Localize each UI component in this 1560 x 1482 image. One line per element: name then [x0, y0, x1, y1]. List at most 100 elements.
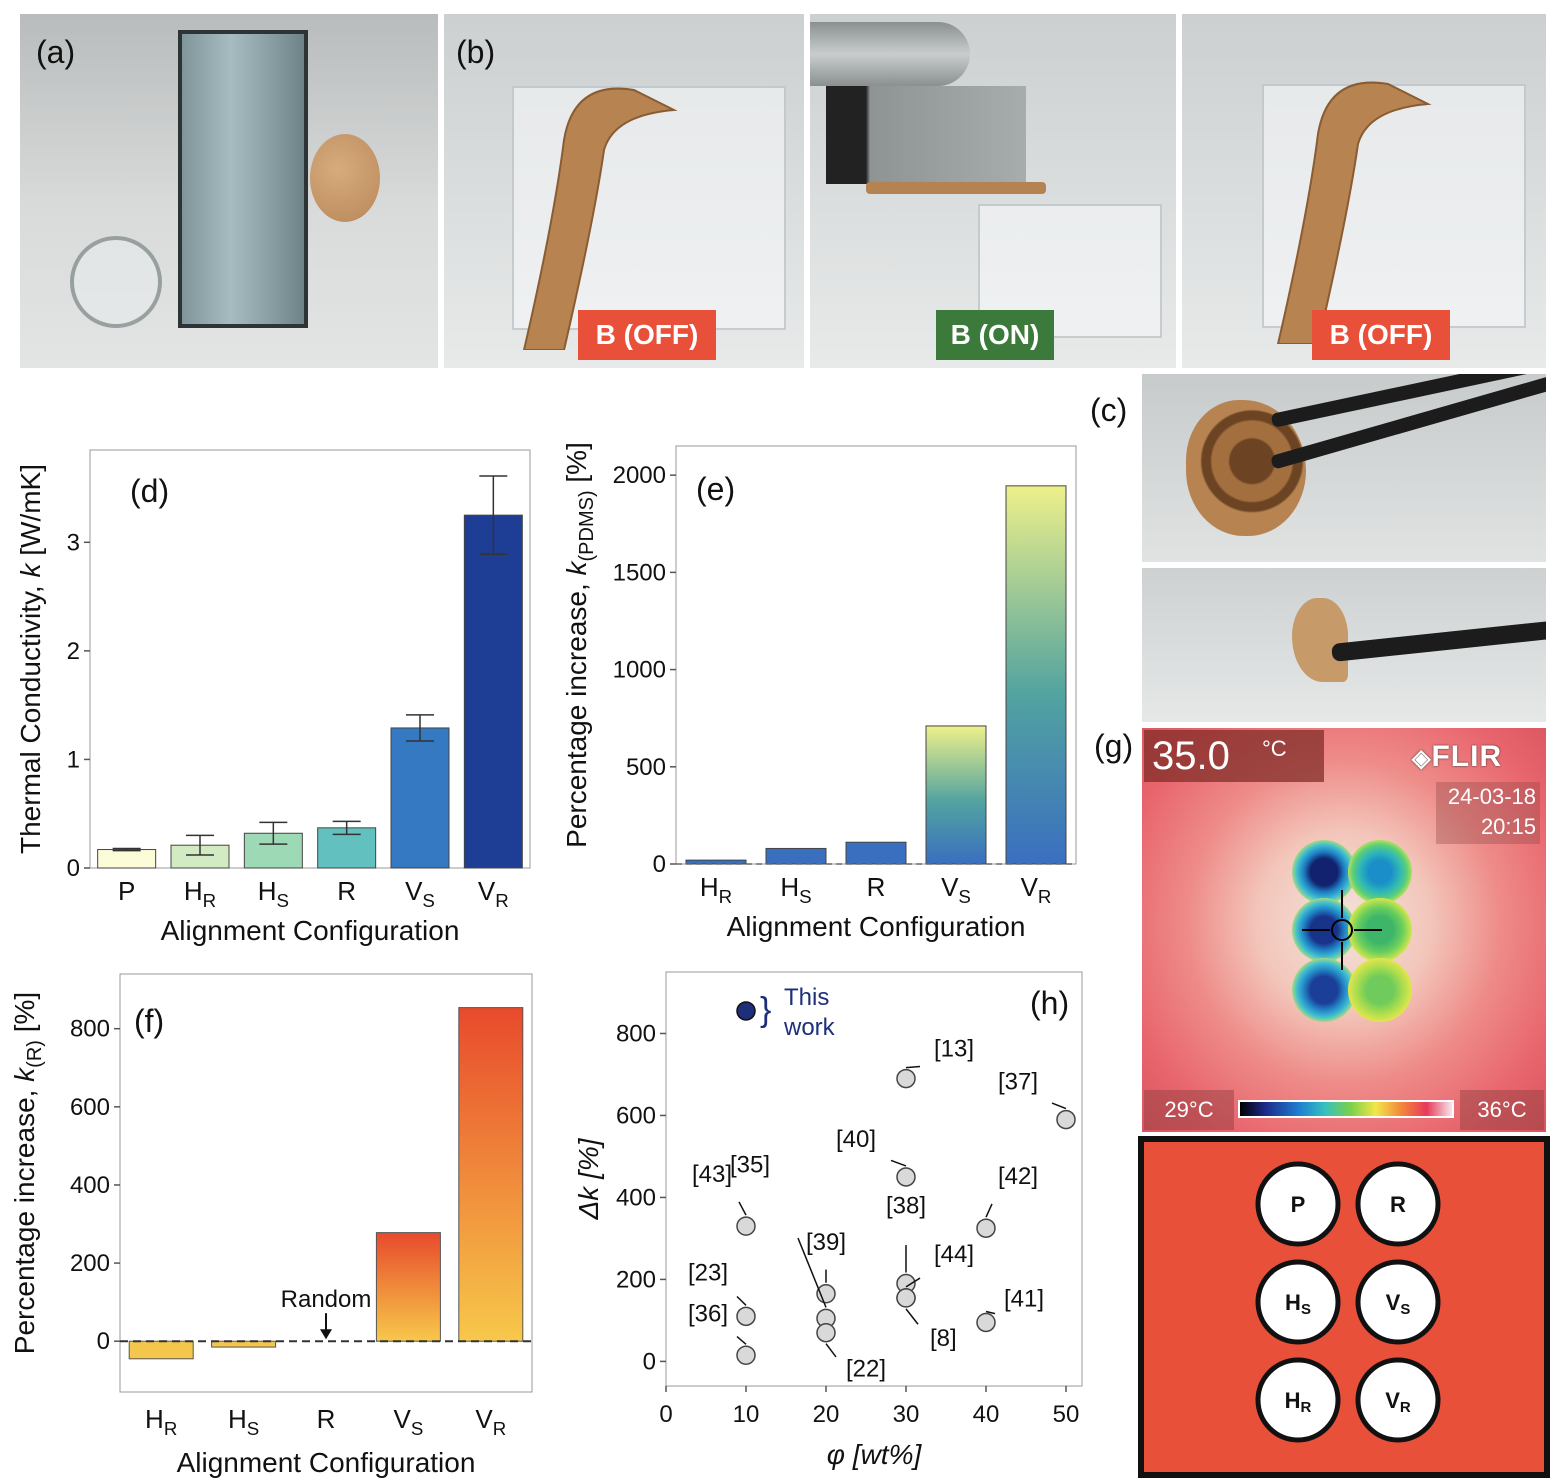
- y-axis-tick-label: 0: [653, 851, 666, 878]
- x-tick-label-1: HS: [780, 872, 811, 907]
- leader-line-8: [736, 1295, 747, 1306]
- bar-0: [128, 1340, 194, 1360]
- panel-label-c: (c): [1090, 392, 1128, 428]
- scale-max-box: 36°C: [1460, 1090, 1544, 1130]
- thermal-spot-p: [1292, 840, 1356, 904]
- bar-5: [463, 514, 523, 869]
- y-axis-tick-label: 1000: [613, 657, 666, 684]
- leader-line-2: [890, 1159, 907, 1167]
- bar-4: [458, 1007, 524, 1342]
- photo-c-folded: [1142, 568, 1546, 722]
- thermal-spot-r: [1348, 840, 1412, 904]
- leader-line-7: [905, 1277, 921, 1288]
- x-axis-tick-label: 50: [1053, 1401, 1080, 1428]
- data-point-13: [896, 1288, 916, 1308]
- layout-cell-2: [1255, 1259, 1341, 1345]
- bar-4: [1005, 485, 1067, 865]
- panel-label-e: (e): [696, 471, 735, 507]
- timestamp-box: 24-03-18 20:15: [1436, 782, 1540, 844]
- photo-b-off-1: (b) B (OFF): [444, 14, 804, 368]
- point-label-2: [40]: [836, 1126, 876, 1153]
- bar-2: [845, 841, 907, 865]
- x-axis-tick-label: 30: [893, 1401, 920, 1428]
- leader-line-1: [1051, 1102, 1067, 1110]
- this-work-point: [736, 1001, 756, 1021]
- x-tick-label-0: HR: [700, 872, 732, 907]
- leader-line-0: [905, 1065, 921, 1069]
- x-tick-label-3: R: [337, 876, 356, 906]
- flir-diamond-icon: ◈: [1412, 745, 1432, 772]
- annotation-arrowhead: [320, 1329, 332, 1340]
- scale-min-box: 29°C: [1144, 1090, 1234, 1130]
- thermal-spot-hr: [1292, 958, 1356, 1022]
- x-tick-label-2: R: [867, 872, 886, 902]
- panel-label-b: (b): [456, 34, 496, 70]
- x-tick-label-4: VR: [1021, 872, 1052, 907]
- x-axis-label: Alignment Configuration: [161, 915, 460, 946]
- plot-frame: [89, 449, 531, 869]
- crosshair-icon: [1302, 890, 1382, 970]
- x-tick-label-4: VR: [475, 1404, 506, 1439]
- panel-label-g: (g): [1094, 728, 1134, 764]
- y-axis-tick-label: 200: [70, 1250, 110, 1277]
- this-work-label-2: work: [783, 1014, 836, 1041]
- data-point-5: [816, 1284, 836, 1304]
- layout-cell-label-3: VS: [1386, 1290, 1411, 1318]
- bent-strip: [1276, 81, 1432, 344]
- y-axis-tick-label: 500: [626, 754, 666, 781]
- steel-rod: [810, 22, 970, 86]
- layout-cell-label-1: R: [1390, 1192, 1406, 1217]
- bar-1: [765, 847, 827, 865]
- y-axis-tick-label: 1: [67, 746, 80, 773]
- y-axis-tick-label: 1500: [613, 559, 666, 586]
- bent-strip: [522, 87, 678, 350]
- badge-b-off-2: B (OFF): [1312, 310, 1450, 360]
- flat-strip: [866, 182, 1046, 194]
- x-axis-label: Alignment Configuration: [727, 911, 1026, 942]
- point-label-7: [44]: [934, 1241, 974, 1268]
- y-axis-tick-label: 600: [70, 1094, 110, 1121]
- bar-3: [375, 1232, 441, 1342]
- badge-b-on: B (ON): [936, 310, 1054, 360]
- layout-cell-label-5: VR: [1385, 1388, 1411, 1416]
- temperature-value: 35.0: [1152, 734, 1230, 778]
- x-axis-tick-label: 0: [659, 1401, 672, 1428]
- x-tick-label-1: HR: [184, 876, 216, 911]
- y-axis-tick-label: 800: [70, 1016, 110, 1043]
- leader-line-13: [905, 1308, 919, 1325]
- point-label-6: [38]: [886, 1193, 926, 1220]
- layout-cell-1: [1355, 1161, 1441, 1247]
- data-point-0: [896, 1068, 916, 1089]
- x-axis-tick-label: 20: [813, 1401, 840, 1428]
- point-label-8: [23]: [688, 1259, 728, 1286]
- chart-e-percentage-increase-pdms: 0 500 1000 1500 2000 HR HS R VS VR Alignment Confi…: [561, 442, 1077, 942]
- leader-line-10: [985, 1310, 996, 1315]
- layout-cell-label-0: P: [1291, 1192, 1306, 1217]
- flir-logo: ◈FLIR: [1412, 740, 1503, 773]
- x-tick-label-4: VS: [405, 876, 435, 911]
- annotation-random: Random: [281, 1286, 372, 1313]
- y-axis-tick-label: 2000: [613, 462, 666, 489]
- scale-min: 29°C: [1164, 1097, 1214, 1122]
- temperature-readout: 35.0 °C: [1144, 730, 1324, 782]
- data-point-8: [736, 1306, 756, 1327]
- time: 20:15: [1480, 814, 1536, 839]
- y-axis-label: Percentage increase, k(PDMS) [%]: [561, 442, 598, 848]
- chart-f-percentage-increase-random: 0 200 400 600 800 HR HS R VS VR Random Alignment Co…: [9, 973, 533, 1478]
- this-work-brace: }: [760, 991, 771, 1029]
- bar-3: [925, 725, 987, 865]
- y-axis-tick-label: 3: [67, 529, 80, 556]
- x-axis-tick-label: 40: [973, 1401, 1000, 1428]
- y-axis-tick-label: 2: [67, 638, 80, 665]
- y-axis-label: Percentage increase, k(R) [%]: [9, 992, 46, 1354]
- x-tick-label-2: HS: [258, 876, 289, 911]
- y-axis-tick-label: 400: [616, 1184, 656, 1211]
- x-tick-label-5: VR: [478, 876, 509, 911]
- x-axis-label: φ [wt%]: [827, 1439, 923, 1470]
- neodymium-magnet: [178, 30, 308, 328]
- scale-max: 36°C: [1477, 1097, 1527, 1122]
- plot-frame: [665, 971, 1083, 1387]
- point-label-10: [41]: [1004, 1285, 1044, 1312]
- photo-b-off-2: B (OFF): [1182, 14, 1546, 368]
- badge-b-off-1: B (OFF): [578, 310, 716, 360]
